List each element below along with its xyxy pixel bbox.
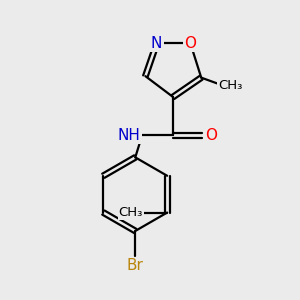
Text: CH₃: CH₃ <box>218 79 242 92</box>
Text: O: O <box>205 128 217 143</box>
Text: Br: Br <box>127 258 144 273</box>
Text: CH₃: CH₃ <box>119 206 143 219</box>
Text: N: N <box>151 36 162 51</box>
Text: O: O <box>184 36 196 51</box>
Text: NH: NH <box>117 128 140 143</box>
